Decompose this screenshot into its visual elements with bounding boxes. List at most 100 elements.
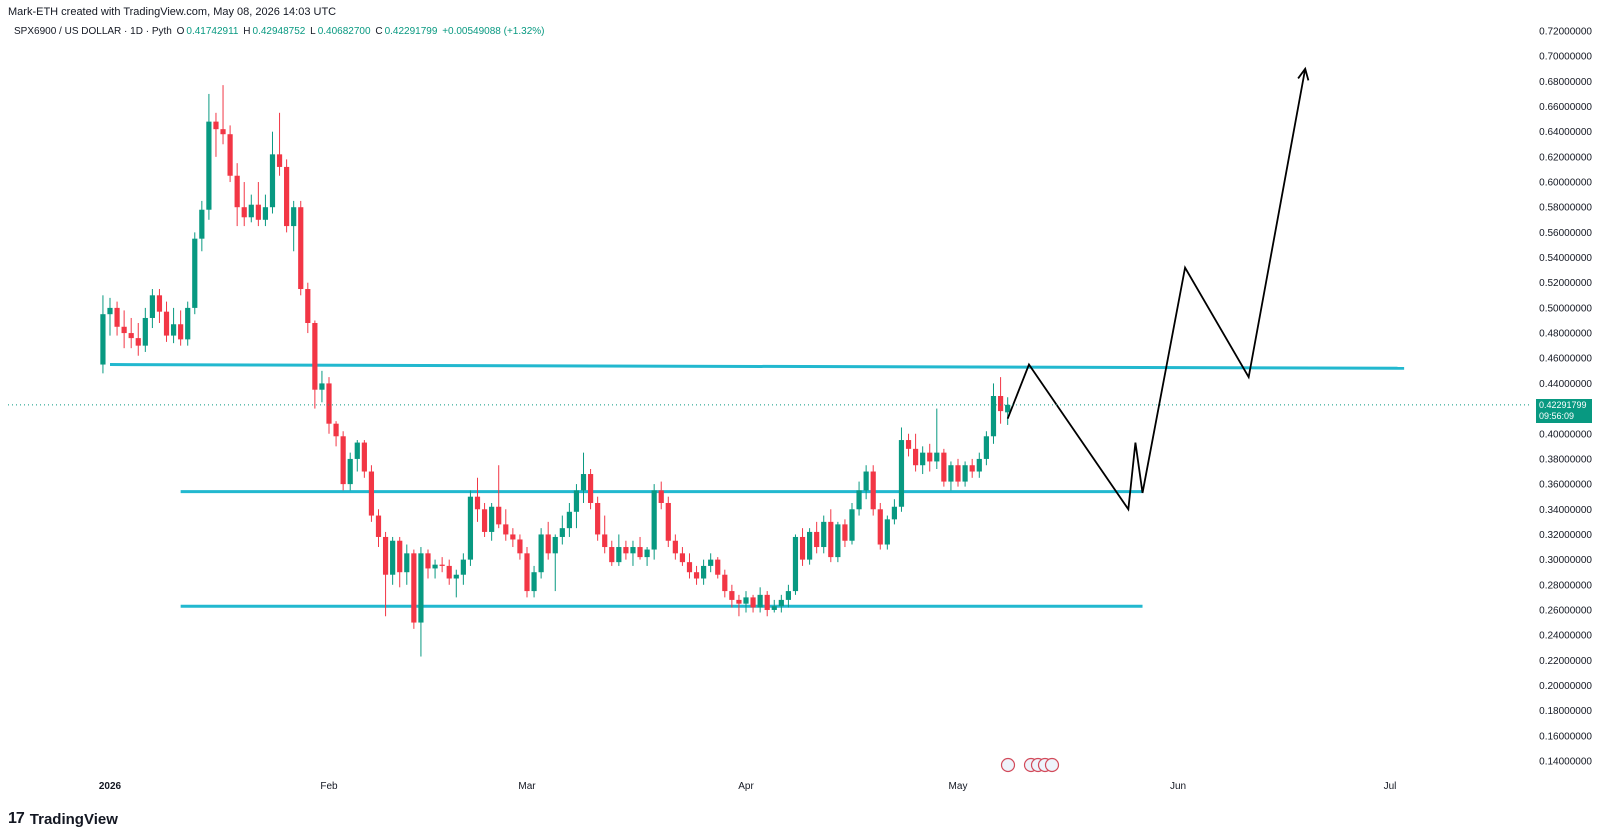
- candle: [284, 159, 290, 233]
- candle-body: [453, 574, 459, 579]
- candle: [305, 282, 311, 334]
- event-flags[interactable]: [1000, 757, 1060, 773]
- candle: [835, 521, 841, 563]
- price-tick-label: 0.20000000: [1539, 681, 1592, 692]
- high-label: H: [243, 26, 251, 37]
- candle: [997, 377, 1004, 424]
- tradingview-logo-mark: 17: [8, 810, 25, 827]
- price-tick-label: 0.62000000: [1539, 152, 1592, 163]
- price-tick-label: 0.36000000: [1539, 480, 1592, 491]
- candle: [672, 534, 678, 560]
- candle: [382, 531, 389, 617]
- close-label: C: [375, 26, 383, 37]
- created-by-caption: Mark-ETH created with TradingView.com, M…: [8, 6, 337, 18]
- candle-body: [262, 207, 269, 220]
- candle: [248, 194, 254, 223]
- candle: [333, 421, 339, 447]
- price-tick-label: 0.60000000: [1539, 178, 1592, 189]
- candle-body: [630, 547, 636, 554]
- candle: [340, 431, 346, 491]
- candle-body: [580, 474, 587, 491]
- candle: [354, 440, 360, 472]
- candle: [807, 528, 813, 565]
- candle: [552, 534, 558, 592]
- candle-body: [722, 574, 728, 592]
- candle: [743, 591, 749, 613]
- candle: [234, 163, 240, 227]
- candle: [439, 557, 445, 573]
- price-tick-label: 0.46000000: [1539, 354, 1592, 365]
- candle-body: [163, 311, 170, 336]
- candle-body: [637, 547, 643, 558]
- candle-body: [552, 536, 558, 554]
- candle: [983, 431, 989, 466]
- candle-body: [248, 204, 254, 218]
- symbol-name[interactable]: SPX6900 / US DOLLAR · 1D · Pyth: [14, 26, 172, 37]
- horizontal-levels: [109, 363, 1405, 608]
- open-value: 0.41742911: [186, 26, 239, 37]
- candle: [587, 469, 594, 510]
- candle-body: [1005, 404, 1011, 413]
- candle-body: [602, 534, 608, 548]
- candle: [566, 502, 572, 537]
- us-flag-icon[interactable]: [1044, 757, 1060, 773]
- candle-body: [305, 289, 311, 323]
- candle-body: [693, 572, 700, 579]
- candle-body: [962, 465, 968, 482]
- candle: [884, 515, 890, 550]
- candle: [905, 433, 912, 457]
- candle: [460, 553, 466, 585]
- open-label: O: [176, 26, 185, 37]
- candle-body: [142, 317, 148, 346]
- candle-body: [835, 524, 841, 558]
- low-value: 0.40682700: [317, 26, 371, 37]
- price-axis[interactable]: 0.72000000 0.70000000 0.68000000 0.66000000…: [1539, 27, 1592, 768]
- candle: [693, 565, 700, 585]
- candle: [750, 594, 756, 613]
- price-tick-label: 0.16000000: [1539, 731, 1592, 742]
- candle: [425, 549, 431, 579]
- candle: [269, 131, 276, 214]
- candle: [142, 307, 148, 352]
- candle: [312, 320, 318, 409]
- candle: [637, 536, 643, 560]
- change-value: +0.00549088 (+1.32%): [442, 26, 545, 37]
- candle-body: [969, 465, 975, 472]
- us-flag-icon[interactable]: [1000, 757, 1016, 773]
- candle: [757, 587, 763, 613]
- candle-body: [333, 423, 339, 437]
- candle-body: [863, 471, 869, 491]
- candle-body: [828, 521, 834, 558]
- candle: [390, 536, 396, 585]
- candle: [114, 301, 120, 336]
- candle-body: [807, 531, 813, 560]
- candle-body: [213, 121, 219, 130]
- candle: [361, 440, 367, 478]
- candle-body: [573, 490, 580, 512]
- candle: [913, 433, 919, 472]
- candle-body: [467, 496, 474, 560]
- price-tick-label: 0.70000000: [1539, 52, 1592, 63]
- candle-body: [375, 515, 382, 537]
- candle: [701, 559, 707, 585]
- candle-body: [185, 307, 191, 340]
- time-axis[interactable]: 2026 Feb Mar Apr May Jun Jul: [99, 781, 1397, 792]
- price-tick-label: 0.52000000: [1539, 278, 1592, 289]
- candle: [736, 594, 742, 617]
- candle: [149, 289, 155, 329]
- candle: [241, 182, 247, 227]
- candle-body: [347, 458, 353, 485]
- price-tick-label: 0.28000000: [1539, 580, 1592, 591]
- tradingview-logo[interactable]: 17 TradingView: [8, 810, 118, 828]
- price-tick-label: 0.40000000: [1539, 429, 1592, 440]
- price-tick-label: 0.22000000: [1539, 656, 1592, 667]
- candle-body: [220, 129, 226, 135]
- close-value: 0.42291799: [384, 26, 438, 37]
- candle-body: [255, 204, 261, 220]
- candle-body: [651, 490, 657, 550]
- candle-body: [595, 502, 601, 535]
- candle-body: [432, 564, 438, 569]
- price-tick-label: 0.24000000: [1539, 631, 1592, 642]
- candle-body: [206, 121, 212, 210]
